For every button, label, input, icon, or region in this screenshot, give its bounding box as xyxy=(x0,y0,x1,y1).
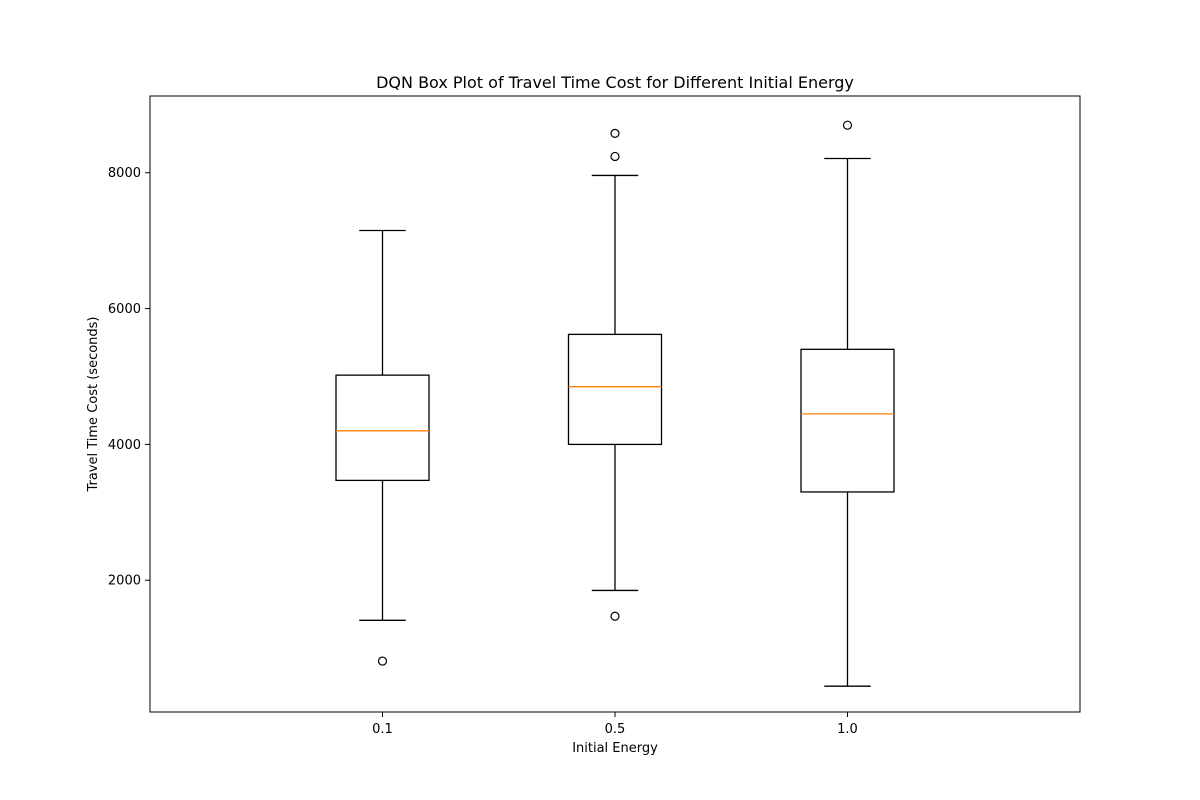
outlier-point xyxy=(377,656,388,666)
y-axis-label: Travel Time Cost (seconds) xyxy=(86,316,101,492)
y-tick-label: 2000 xyxy=(108,574,141,589)
outlier-point xyxy=(610,128,620,138)
iqr-box xyxy=(335,374,430,482)
box-group-0.1 xyxy=(335,229,430,666)
x-tick-label: 0.5 xyxy=(605,722,626,737)
iqr-box xyxy=(567,333,663,446)
x-tick-label: 0.1 xyxy=(372,722,393,737)
iqr-box xyxy=(800,348,895,493)
plot-area xyxy=(335,120,895,687)
y-tick-label: 6000 xyxy=(108,302,141,317)
chart-title: DQN Box Plot of Travel Time Cost for Dif… xyxy=(376,73,854,92)
x-axis-label: Initial Energy xyxy=(572,741,658,756)
y-tick-label: 4000 xyxy=(108,438,141,453)
y-axis: 2000 4000 6000 8000 xyxy=(108,166,150,589)
x-axis: 0.1 0.5 1.0 xyxy=(372,712,858,737)
box-group-1.0 xyxy=(800,120,895,687)
outlier-point xyxy=(610,151,620,162)
outlier-point xyxy=(610,611,620,621)
outlier-point xyxy=(842,120,853,130)
x-tick-label: 1.0 xyxy=(837,722,858,737)
box-group-0.5 xyxy=(567,128,663,621)
y-tick-label: 8000 xyxy=(108,166,141,181)
